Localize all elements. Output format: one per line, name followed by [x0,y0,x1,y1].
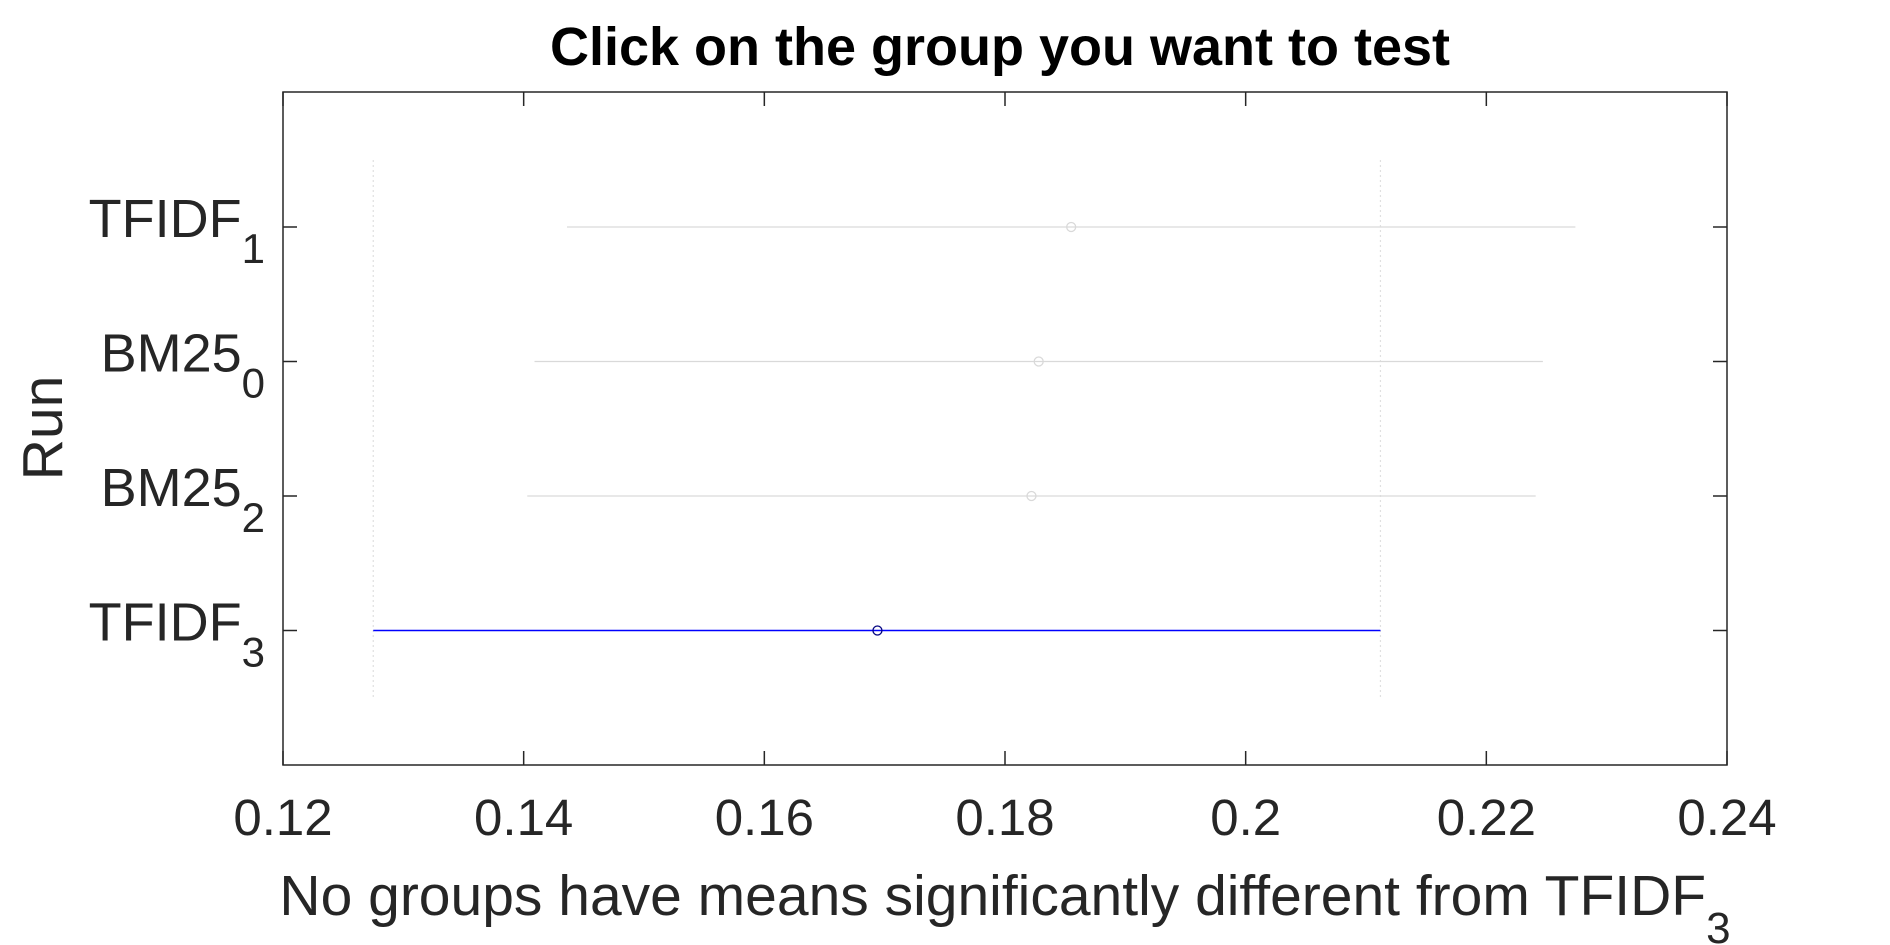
plot-area-frame [282,91,1728,766]
x-axis-label: No groups have means significantly diffe… [279,864,1730,945]
reference-lines [372,160,1382,700]
y-tick-label-base: BM25 [101,324,242,384]
y-axis-label: Run [11,376,75,481]
mean-marker-tfidf1[interactable] [1066,221,1077,233]
y-tick-label-tfidf1[interactable]: TFIDF1 [89,189,265,272]
y-tick-label-tfidf3[interactable]: TFIDF3 [89,593,265,676]
mean-marker-tfidf3[interactable] [872,625,883,636]
x-tick-label: 0.22 [1437,789,1536,846]
y-tick-label-base: TFIDF [89,593,242,653]
x-axis-ticks: 0.12 0.14 0.16 0.18 0.2 0.22 0.24 [233,92,1777,846]
y-tick-label-bm252[interactable]: BM252 [101,458,265,541]
y-tick-label-base: BM25 [101,458,242,518]
mean-marker-bm250[interactable] [1033,356,1044,367]
y-tick-label-bm250[interactable]: BM250 [101,324,265,407]
x-axis-label-base: No groups have means significantly diffe… [279,864,1706,928]
x-tick-label: 0.14 [474,789,573,846]
x-tick-label: 0.18 [955,789,1054,846]
chart-title: Click on the group you want to test [550,17,1450,77]
y-tick-label-subscript: 0 [242,360,265,407]
x-axis-label-subscript: 3 [1706,904,1730,945]
x-tick-label: 0.16 [715,789,814,846]
y-tick-label-subscript: 1 [242,225,265,272]
y-tick-label-subscript: 3 [242,629,265,676]
x-tick-label: 0.12 [233,789,332,846]
group-intervals[interactable] [373,221,1576,636]
mean-marker-bm252[interactable] [1026,490,1037,502]
x-tick-label: 0.2 [1210,789,1281,846]
x-tick-label: 0.24 [1677,789,1776,846]
y-tick-label-base: TFIDF [89,189,242,249]
y-tick-label-subscript: 2 [242,494,265,541]
